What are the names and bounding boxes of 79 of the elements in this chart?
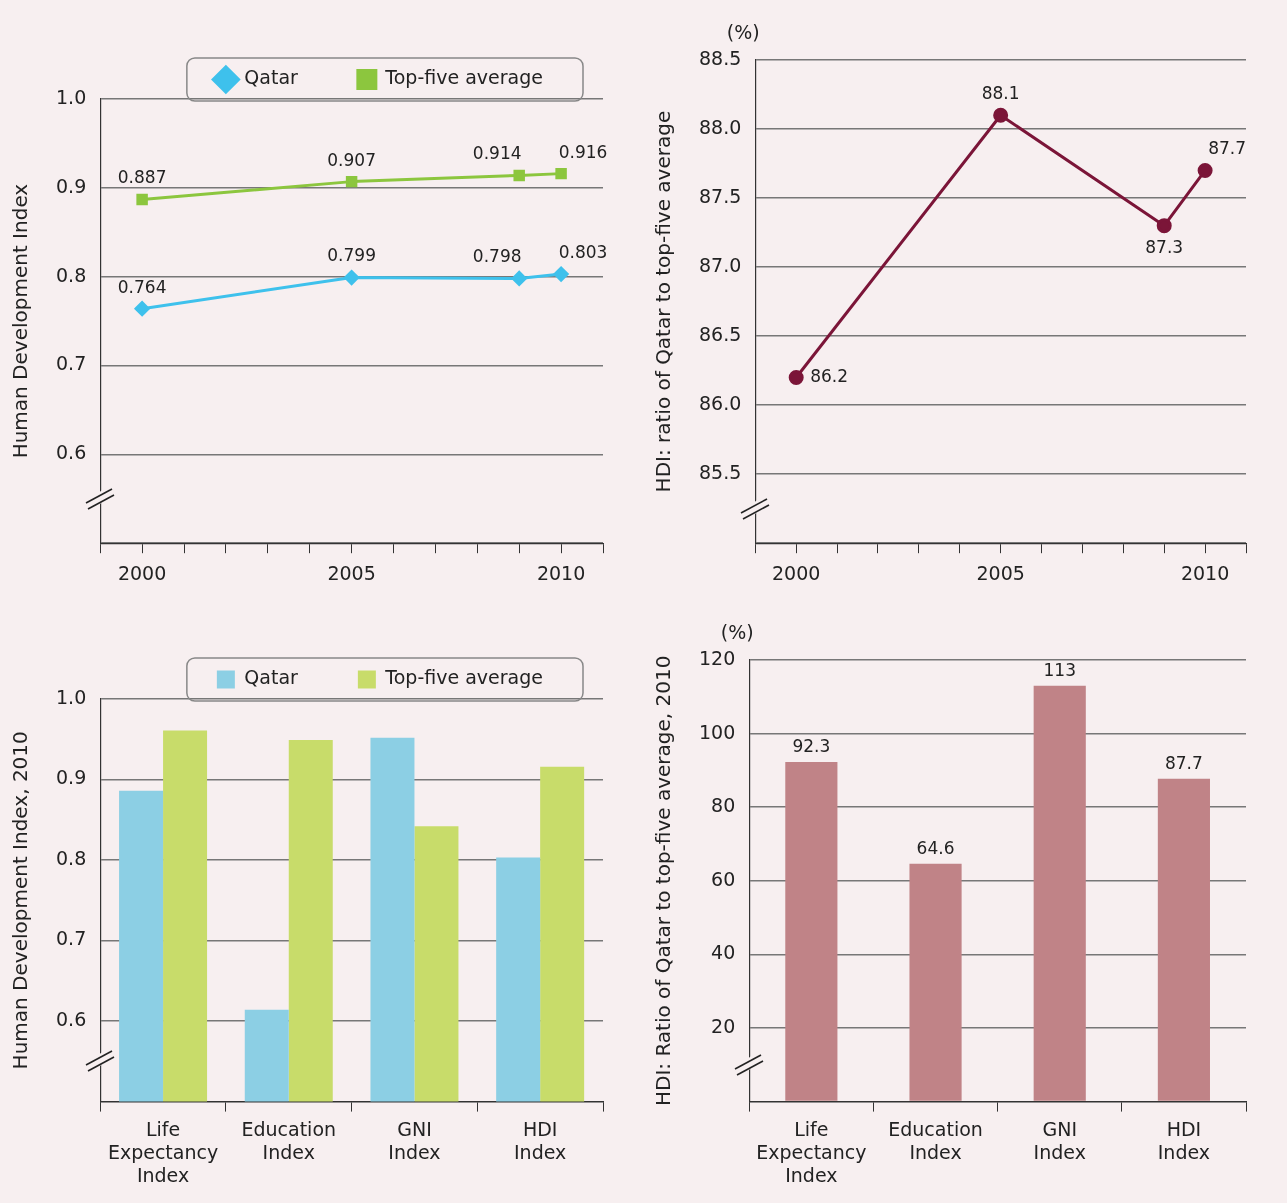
- data-label: 113: [1043, 659, 1076, 680]
- point: [993, 107, 1009, 123]
- data-label: 0.803: [558, 241, 608, 262]
- x-tick-label: Education Index: [241, 1117, 337, 1163]
- legend-label: Top-five average: [384, 66, 543, 89]
- y-tick-label: 0.7: [56, 927, 87, 950]
- legend-label: Qatar: [244, 666, 299, 689]
- y-tick-label: 85.5: [698, 461, 742, 484]
- x-tick-label: GNI Index: [1033, 1117, 1086, 1163]
- y-axis-title: HDI: ratio of Qatar to top-five average: [651, 110, 676, 493]
- data-label: 0.887: [117, 167, 167, 188]
- x-tick-label: GNI Index: [388, 1117, 441, 1163]
- bar: [909, 863, 962, 1101]
- data-label: 87.7: [1208, 138, 1247, 159]
- y-tick-label: 88.5: [698, 46, 742, 69]
- point: [511, 270, 527, 286]
- y-tick-label: 80: [711, 794, 736, 817]
- y-tick-label: 20: [711, 1014, 736, 1037]
- legend-label: Qatar: [244, 66, 299, 89]
- point: [555, 167, 567, 180]
- y-axis-title: Human Development Index: [8, 183, 33, 459]
- y-tick-label: 0.6: [56, 441, 87, 464]
- point: [553, 266, 569, 282]
- point: [788, 370, 804, 386]
- y-tick-label: 87.5: [698, 184, 742, 207]
- x-tick-label: 2000: [117, 561, 167, 584]
- y-tick-label: 88.0: [698, 115, 742, 138]
- x-tick-label: Life Expectancy Index: [107, 1117, 219, 1186]
- y-tick-label: 86.0: [698, 392, 742, 415]
- point: [1197, 162, 1213, 178]
- point: [1156, 218, 1172, 234]
- data-label: 0.907: [327, 149, 376, 170]
- data-label: 88.1: [981, 83, 1020, 104]
- data-label: 64.6: [916, 837, 955, 858]
- y-tick-label: 0.9: [56, 174, 87, 197]
- x-tick-label: HDI Index: [1157, 1117, 1211, 1163]
- data-label: 87.3: [1145, 236, 1184, 257]
- data-label: 86.2: [810, 365, 849, 386]
- x-tick-label: 2000: [772, 561, 821, 584]
- x-tick-label: Life Expectancy Index: [756, 1117, 867, 1186]
- y-tick-label: 120: [699, 646, 736, 669]
- point: [344, 270, 360, 286]
- y-tick-label: 86.5: [698, 323, 742, 346]
- text: (%): [726, 21, 760, 44]
- x-tick-label: 2010: [536, 561, 586, 584]
- y-tick-label: 1.0: [56, 685, 87, 708]
- y-tick-label: 0.8: [56, 846, 87, 869]
- data-label: 0.799: [327, 245, 376, 266]
- x-tick-label: 2005: [976, 561, 1025, 584]
- x-tick-label: HDI Index: [514, 1117, 567, 1163]
- bar: [1033, 685, 1086, 1101]
- y-tick-label: 1.0: [56, 85, 87, 108]
- x-tick-label: 2005: [327, 561, 376, 584]
- data-label: 92.3: [792, 735, 831, 756]
- y-tick-label: 60: [711, 867, 736, 890]
- y-tick-label: 0.8: [56, 263, 87, 286]
- y-tick-label: 0.6: [56, 1008, 87, 1031]
- y-tick-label: 0.7: [56, 352, 87, 375]
- data-label: 0.764: [117, 276, 167, 297]
- x-tick-label: 2010: [1180, 561, 1230, 584]
- y-tick-label: 40: [711, 941, 736, 964]
- y-tick-label: 100: [699, 720, 736, 743]
- point: [134, 301, 150, 317]
- text: (%): [720, 621, 754, 644]
- point: [345, 175, 358, 188]
- y-tick-label: 87.0: [698, 254, 742, 277]
- data-label: 0.914: [472, 143, 522, 164]
- x-tick-label: Education Index: [888, 1117, 983, 1163]
- y-axis-title: Human Development Index, 2010: [8, 731, 33, 1070]
- bar: [1157, 778, 1210, 1101]
- bar: [785, 761, 838, 1101]
- y-axis-title: HDI: Ratio of Qatar to top-five average, 2010: [651, 655, 676, 1107]
- legend-label: Top-five average: [384, 666, 543, 689]
- data-label: 87.7: [1164, 752, 1203, 773]
- point: [513, 169, 525, 182]
- y-tick-label: 0.9: [56, 766, 87, 789]
- data-label: 0.798: [472, 246, 522, 267]
- point: [136, 193, 148, 206]
- data-label: 0.916: [558, 141, 608, 162]
